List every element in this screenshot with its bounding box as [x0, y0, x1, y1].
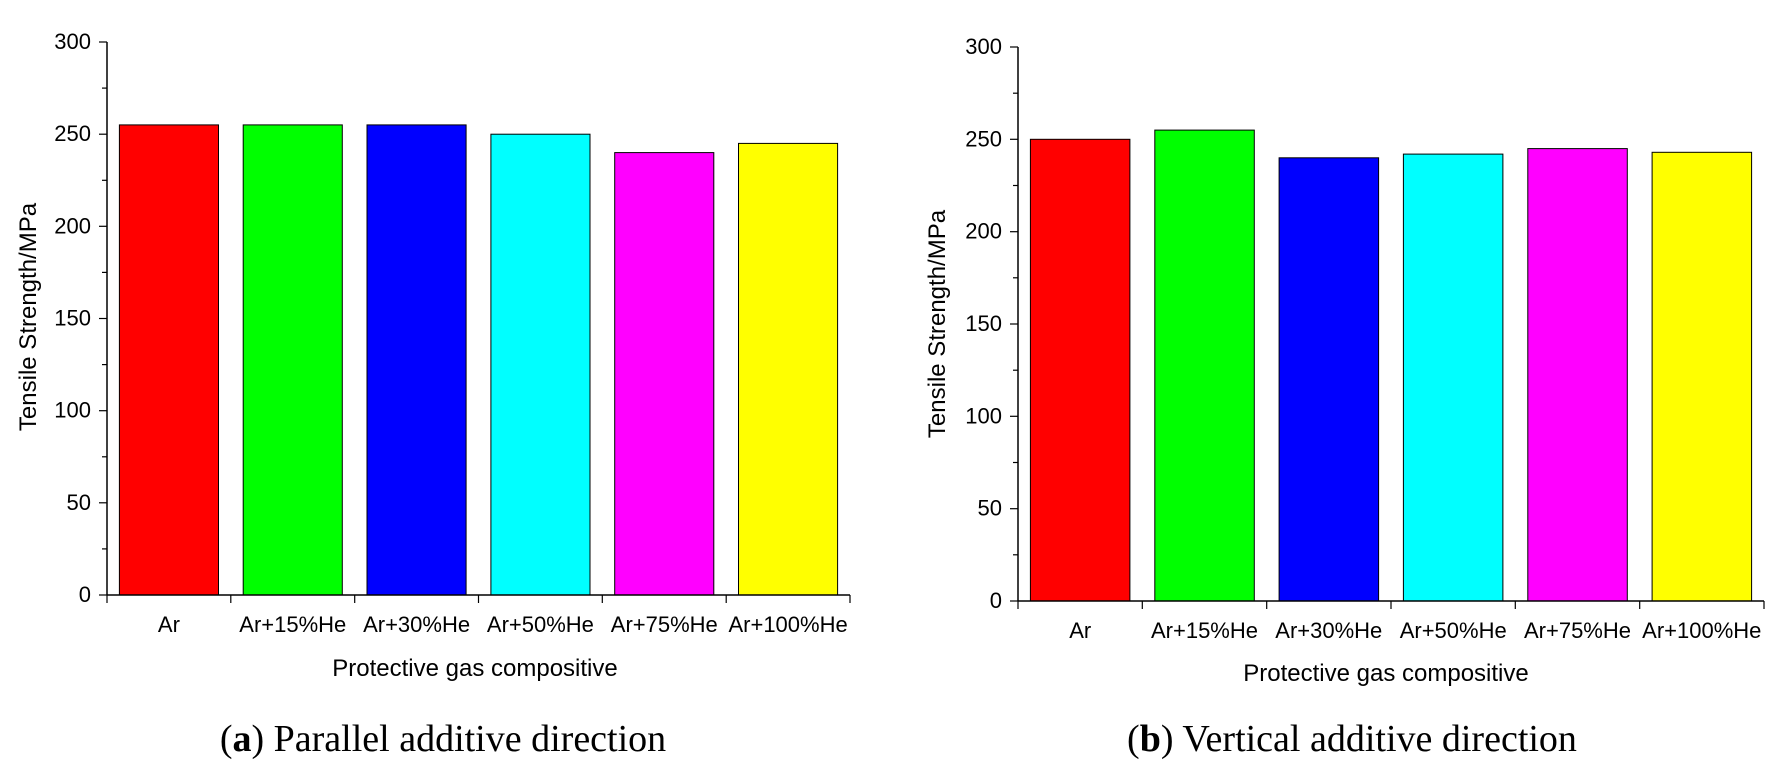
y-axis-title-a: Tensile Strength/MPa [15, 202, 42, 431]
y-tick-label-b-50: 50 [978, 496, 1002, 521]
y-tick-label-b-100: 100 [965, 403, 1002, 428]
bar-b-2 [1154, 129, 1255, 602]
x-axis-title-a: Protective gas compositive [332, 655, 617, 682]
ticks-b: Ar Ar+15%He Ar+30%He Ar+50%He Ar+75%He Ar+100… [965, 34, 1761, 643]
bar-b-4 [1402, 153, 1504, 602]
x-tick-label-a-4: Ar+50%He [487, 612, 594, 637]
bar-b-1 [1029, 138, 1131, 602]
bars-a [118, 124, 839, 596]
y-tick-label-a-150: 150 [54, 306, 91, 331]
bar-a-3 [366, 124, 467, 596]
y-tick-label-b-200: 200 [965, 219, 1002, 244]
y-tick-label-b-150: 150 [965, 311, 1002, 336]
bar-a-5 [614, 152, 715, 596]
bars-b [1029, 129, 1753, 602]
bar-a-4 [490, 133, 591, 596]
x-tick-label-b-2: Ar+15%He [1151, 618, 1258, 643]
ticks-a: Ar Ar+15%He Ar+30%He Ar+50%He Ar+75%He Ar+100… [54, 29, 847, 637]
y-tick-label-a-250: 250 [54, 121, 91, 146]
bar-b-3 [1278, 157, 1380, 602]
axes-a [99, 41, 851, 603]
bar-b-6 [1651, 151, 1753, 602]
chart-panel-a: Ar Ar+15%He Ar+30%He Ar+50%He Ar+75%He Ar+100… [15, 29, 851, 760]
y-tick-label-a-50: 50 [67, 490, 91, 515]
x-tick-label-b-3: Ar+30%He [1275, 618, 1382, 643]
bar-a-1 [118, 124, 219, 596]
caption-label-b: b [1140, 718, 1161, 760]
y-tick-label-b-250: 250 [965, 126, 1002, 151]
bar-b-5 [1527, 148, 1628, 602]
x-tick-label-a-3: Ar+30%He [363, 612, 470, 637]
x-tick-label-a-2: Ar+15%He [239, 612, 346, 637]
x-tick-label-b-1: Ar [1069, 618, 1091, 643]
y-tick-label-b-0: 0 [990, 588, 1002, 613]
caption-a: (a) Parallel additive direction [220, 718, 666, 760]
axes-b [1010, 46, 1765, 609]
x-tick-label-a-1: Ar [158, 612, 180, 637]
x-axis-title-b: Protective gas compositive [1243, 660, 1528, 687]
x-tick-label-b-6: Ar+100%He [1642, 618, 1761, 643]
caption-text-b: Vertical additive direction [1182, 718, 1577, 760]
bar-a-6 [738, 142, 839, 596]
x-tick-label-a-6: Ar+100%He [728, 612, 847, 637]
caption-b: (b) Vertical additive direction [1127, 718, 1577, 760]
y-axis-title-b: Tensile Strength/MPa [924, 209, 951, 438]
y-tick-label-a-300: 300 [54, 29, 91, 54]
x-tick-label-b-4: Ar+50%He [1400, 618, 1507, 643]
caption-label-a: a [232, 718, 251, 760]
y-tick-label-a-100: 100 [54, 398, 91, 423]
bar-a-2 [242, 124, 343, 596]
caption-text-a: Parallel additive direction [274, 718, 667, 760]
x-tick-label-b-5: Ar+75%He [1524, 618, 1631, 643]
y-tick-label-b-300: 300 [965, 34, 1002, 59]
chart-panel-b: Ar Ar+15%He Ar+30%He Ar+50%He Ar+75%He Ar+100… [924, 34, 1765, 760]
y-tick-label-a-0: 0 [79, 582, 91, 607]
x-tick-label-a-5: Ar+75%He [611, 612, 718, 637]
y-tick-label-a-200: 200 [54, 213, 91, 238]
